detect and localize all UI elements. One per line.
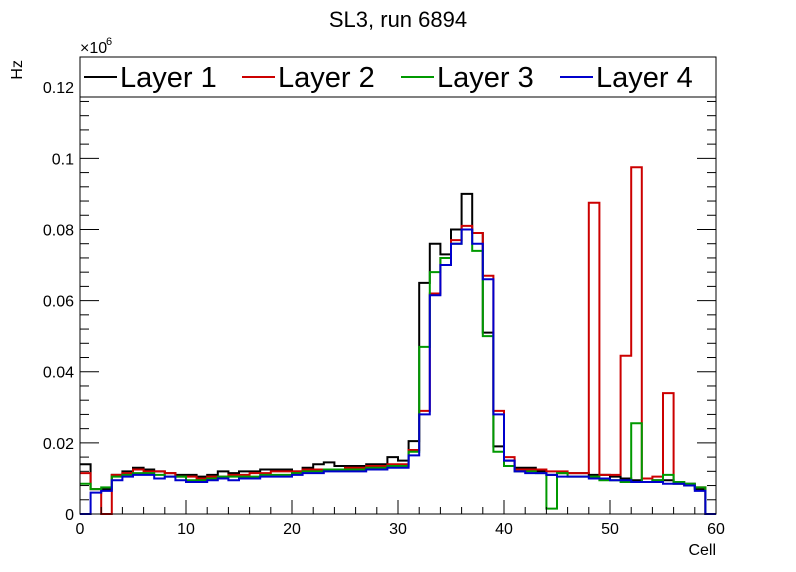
y-tick-label: 0.04	[43, 365, 74, 382]
x-tick-label: 40	[495, 521, 513, 538]
legend-label-layer-3: Layer 3	[437, 62, 534, 94]
x-tick-label: 0	[76, 521, 85, 538]
y-tick-label: 0.06	[43, 294, 74, 311]
x-axis-title: Cell	[688, 542, 716, 559]
y-tick-label: 0.08	[43, 222, 74, 239]
legend-label-layer-4: Layer 4	[596, 62, 693, 94]
x-tick-label: 30	[389, 521, 407, 538]
series-line-layer-3	[80, 228, 716, 515]
y-tick-label: 0.12	[43, 80, 74, 97]
legend-label-layer-2: Layer 2	[278, 62, 375, 94]
legend: Layer 1 Layer 2 Layer 3 Layer 4	[79, 56, 717, 98]
y-tick-label: 0.02	[43, 436, 74, 453]
y-axis-title: Hz	[9, 60, 26, 80]
x-tick-label: 20	[283, 521, 301, 538]
legend-label-layer-1: Layer 1	[120, 62, 217, 94]
legend-box	[79, 56, 717, 98]
y-multiplier: ×10	[80, 40, 107, 57]
series-line-layer-4	[80, 228, 716, 515]
y-multiplier-exponent: 6	[106, 36, 112, 48]
series-group	[80, 166, 716, 515]
chart-title: SL3, run 6894	[329, 7, 467, 32]
x-tick-label: 50	[601, 521, 619, 538]
x-tick-label: 10	[177, 521, 195, 538]
x-tick-label: 60	[707, 521, 725, 538]
y-tick-label: 0.1	[52, 151, 74, 168]
y-tick-label: 0	[65, 507, 74, 524]
axis-tick-labels: 0 10 20 30 40 50 60 0 0.02 0.04 0.06 0.08 0.1 0.12	[43, 80, 725, 538]
